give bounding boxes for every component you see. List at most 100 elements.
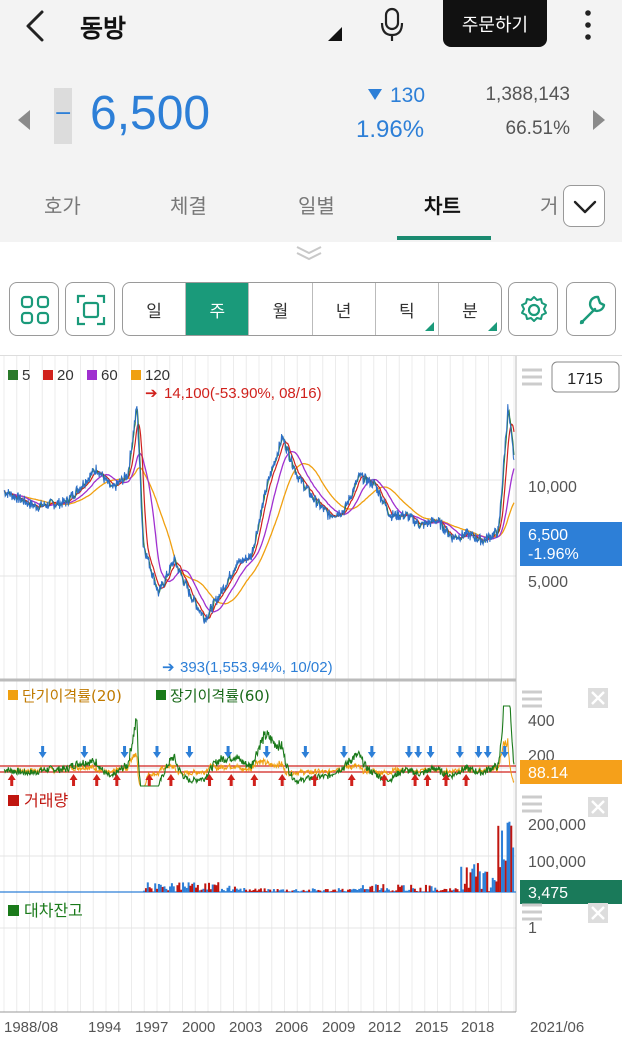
volume-bar (170, 883, 173, 892)
volume-bar (209, 889, 212, 892)
low-label: 393(1,553.94%, 10/02) (180, 659, 333, 676)
tab-more-label[interactable]: 거 (540, 194, 559, 218)
prev-stock-arrow-icon[interactable] (18, 110, 30, 130)
volume-bar (358, 888, 361, 892)
x-tick-label: 1988/08 (4, 1019, 58, 1036)
stock-name[interactable]: 동방 (80, 14, 127, 43)
volume-bar (402, 885, 405, 892)
volume-bar (180, 889, 183, 892)
menu-lines-icon[interactable] (522, 903, 542, 921)
volume-bar (183, 886, 186, 892)
y-tick-label: 1 (528, 920, 537, 937)
legend-swatch (8, 905, 19, 916)
volume-bar (465, 867, 468, 892)
order-button[interactable]: 주문하기 (443, 0, 547, 47)
sell-signal-icon (262, 746, 271, 758)
chart-settings-button[interactable] (508, 282, 558, 336)
tab-orderbook[interactable]: 호가 (44, 194, 81, 218)
menu-lines-icon[interactable] (522, 690, 542, 708)
volume-bar (263, 888, 266, 892)
legend-swatch (8, 795, 19, 806)
disparity-panel: 단기이격률(20) 장기이격률(60) 400 200 88.14 (0, 687, 622, 787)
sell-signal-icon (153, 746, 161, 758)
volume-bar (172, 886, 175, 892)
volume-bar (365, 888, 368, 892)
next-stock-arrow-icon[interactable] (593, 110, 605, 130)
period-day[interactable]: 일 (123, 283, 187, 335)
volume-bar (267, 889, 270, 892)
volume-bar (302, 889, 305, 892)
volume-bar (217, 882, 220, 892)
period-minute[interactable]: 분 (439, 283, 501, 335)
volume-bar (215, 885, 218, 892)
volume-bar (506, 822, 509, 892)
more-vertical-icon[interactable] (578, 8, 598, 42)
volume-bar (371, 885, 374, 892)
microphone-icon[interactable] (378, 6, 406, 44)
volume-bar (419, 887, 422, 892)
close-panel-icon[interactable] (588, 688, 608, 708)
menu-lines-icon[interactable] (522, 368, 542, 386)
volume-bar (146, 882, 149, 892)
sell-signal-icon (340, 746, 348, 758)
collapse-handle[interactable] (0, 242, 622, 266)
ma120-line (3, 462, 515, 605)
stock-chart[interactable]: 5 20 60 120 10,000 5,000 ➔ 14,100(-53.90%, … (0, 356, 622, 1037)
volume-bar (191, 883, 194, 892)
volume-bar (356, 890, 359, 892)
volume-bar (245, 889, 248, 892)
x-tick-label: 2000 (182, 1019, 215, 1036)
volume-bar (443, 888, 446, 892)
volume-bar (450, 890, 453, 892)
volume-bar (406, 890, 409, 892)
volume-bar (352, 888, 355, 892)
volume-bar (243, 888, 246, 892)
tab-trades[interactable]: 체결 (170, 194, 207, 218)
tab-expand-button[interactable] (563, 185, 605, 227)
volume-bar (491, 877, 494, 892)
menu-lines-icon[interactable] (522, 795, 542, 813)
sell-signal-icon (38, 746, 47, 758)
volume-bar (430, 886, 433, 892)
period-week[interactable]: 주 (186, 283, 250, 335)
legend-label: 5 (22, 367, 30, 384)
close-panel-icon[interactable] (588, 903, 608, 923)
fullscreen-button[interactable] (65, 282, 115, 336)
volume-bar (224, 891, 227, 892)
volume-bar (449, 888, 452, 892)
sell-signal-icon (367, 746, 376, 758)
sell-signal-icon (414, 746, 423, 758)
volume-bar (389, 891, 392, 892)
period-year[interactable]: 년 (313, 283, 376, 335)
period-tick[interactable]: 틱 (376, 283, 439, 335)
sell-signal-icon (474, 746, 483, 758)
long-disparity-line (3, 705, 515, 787)
chart-tools-button[interactable] (566, 282, 616, 336)
volume-bar (441, 889, 444, 892)
period-month[interactable]: 월 (249, 283, 313, 335)
close-panel-icon[interactable] (588, 797, 608, 817)
count-badge[interactable] (551, 361, 620, 393)
tab-chart[interactable]: 차트 (424, 194, 461, 218)
y-tick-label: 5,000 (528, 574, 568, 591)
volume-bar (382, 884, 385, 892)
chevron-left-icon[interactable] (22, 8, 48, 44)
volume-bar (319, 890, 322, 892)
volume-value-tag (520, 880, 622, 904)
dropdown-triangle-icon[interactable] (328, 27, 342, 41)
indicator-grid-button[interactable] (9, 282, 59, 336)
tab-daily[interactable]: 일별 (298, 194, 335, 218)
volume-bar (495, 881, 498, 892)
volume-bar (363, 889, 366, 892)
volume-bar (282, 889, 285, 892)
chart-toolbar: 일 주 월 년 틱 분 (0, 266, 622, 356)
volume-bar (437, 891, 440, 892)
current-price: 6,500 (90, 87, 211, 140)
legend-swatch (8, 690, 18, 700)
volume-bar (434, 887, 437, 892)
disparity-series (0, 705, 516, 787)
volume-bar (421, 891, 424, 892)
sell-signal-icon (455, 746, 464, 758)
x-tick-label: 2006 (275, 1019, 308, 1036)
volume-bar (150, 888, 153, 892)
